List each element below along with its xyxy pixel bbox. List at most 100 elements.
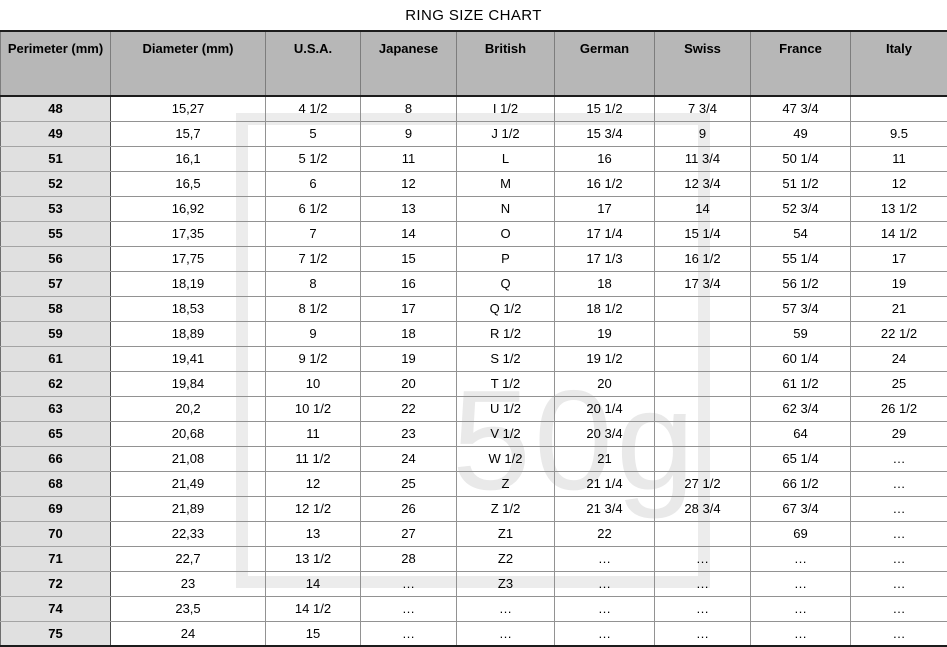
value-cell: 66 1/2 [751, 471, 851, 496]
value-cell: … [751, 546, 851, 571]
value-cell: … [851, 446, 947, 471]
value-cell: M [457, 171, 555, 196]
perimeter-cell: 68 [1, 471, 111, 496]
value-cell: 7 1/2 [266, 246, 361, 271]
value-cell: R 1/2 [457, 321, 555, 346]
value-cell: 17 1/4 [555, 221, 655, 246]
value-cell: 20 3/4 [555, 421, 655, 446]
value-cell: 8 1/2 [266, 296, 361, 321]
header-cell: British [457, 31, 555, 96]
value-cell: 7 [266, 221, 361, 246]
value-cell: 15 [361, 246, 457, 271]
value-cell: 21 [555, 446, 655, 471]
value-cell: I 1/2 [457, 96, 555, 121]
value-cell: 9 [655, 121, 751, 146]
value-cell [655, 296, 751, 321]
value-cell: 29 [851, 421, 947, 446]
value-cell: … [751, 621, 851, 646]
perimeter-cell: 69 [1, 496, 111, 521]
value-cell: Z1 [457, 521, 555, 546]
value-cell: 51 1/2 [751, 171, 851, 196]
header-cell: German [555, 31, 655, 96]
value-cell: 25 [851, 371, 947, 396]
value-cell: 21 [851, 296, 947, 321]
page-title: RING SIZE CHART [0, 0, 947, 30]
value-cell: 15 1/4 [655, 221, 751, 246]
value-cell: 11 [851, 146, 947, 171]
value-cell: 10 [266, 371, 361, 396]
value-cell: 17,75 [111, 246, 266, 271]
value-cell: 19,84 [111, 371, 266, 396]
value-cell: 13 1/2 [266, 546, 361, 571]
perimeter-cell: 72 [1, 571, 111, 596]
value-cell: Q 1/2 [457, 296, 555, 321]
value-cell: 24 [361, 446, 457, 471]
value-cell: 62 3/4 [751, 396, 851, 421]
value-cell: 18 [361, 321, 457, 346]
value-cell: 15,27 [111, 96, 266, 121]
perimeter-cell: 56 [1, 246, 111, 271]
header-cell: Swiss [655, 31, 751, 96]
value-cell: 13 1/2 [851, 196, 947, 221]
value-cell: J 1/2 [457, 121, 555, 146]
value-cell: Z3 [457, 571, 555, 596]
value-cell: 20,2 [111, 396, 266, 421]
perimeter-cell: 61 [1, 346, 111, 371]
value-cell: 17,35 [111, 221, 266, 246]
value-cell: … [851, 621, 947, 646]
perimeter-cell: 55 [1, 221, 111, 246]
value-cell: 21,89 [111, 496, 266, 521]
value-cell: 57 3/4 [751, 296, 851, 321]
value-cell: 64 [751, 421, 851, 446]
value-cell: 18 1/2 [555, 296, 655, 321]
value-cell: 15 [266, 621, 361, 646]
perimeter-cell: 65 [1, 421, 111, 446]
value-cell: U 1/2 [457, 396, 555, 421]
value-cell: … [555, 546, 655, 571]
value-cell: P [457, 246, 555, 271]
value-cell: S 1/2 [457, 346, 555, 371]
value-cell: 17 1/3 [555, 246, 655, 271]
value-cell: 28 3/4 [655, 496, 751, 521]
value-cell: 60 1/4 [751, 346, 851, 371]
value-cell: 18 [555, 271, 655, 296]
value-cell: … [361, 571, 457, 596]
value-cell: … [555, 571, 655, 596]
value-cell: 49 [751, 121, 851, 146]
perimeter-cell: 66 [1, 446, 111, 471]
value-cell: 47 3/4 [751, 96, 851, 121]
value-cell: … [851, 471, 947, 496]
value-cell: 23,5 [111, 596, 266, 621]
value-cell: … [851, 546, 947, 571]
value-cell [655, 521, 751, 546]
value-cell: 15 3/4 [555, 121, 655, 146]
value-cell: 54 [751, 221, 851, 246]
ring-size-table: Perimeter (mm)Diameter (mm)U.S.A.Japanes… [0, 30, 947, 647]
value-cell [655, 321, 751, 346]
value-cell: 4 1/2 [266, 96, 361, 121]
value-cell: 23 [361, 421, 457, 446]
value-cell: 26 [361, 496, 457, 521]
header-cell: Italy [851, 31, 947, 96]
value-cell: … [457, 621, 555, 646]
value-cell: 16 [555, 146, 655, 171]
value-cell: 27 1/2 [655, 471, 751, 496]
value-cell: L [457, 146, 555, 171]
value-cell: 22 [361, 396, 457, 421]
value-cell: 16,92 [111, 196, 266, 221]
value-cell: 5 [266, 121, 361, 146]
perimeter-cell: 63 [1, 396, 111, 421]
value-cell: 65 1/4 [751, 446, 851, 471]
value-cell: 9 [266, 321, 361, 346]
value-cell: N [457, 196, 555, 221]
value-cell: 10 1/2 [266, 396, 361, 421]
